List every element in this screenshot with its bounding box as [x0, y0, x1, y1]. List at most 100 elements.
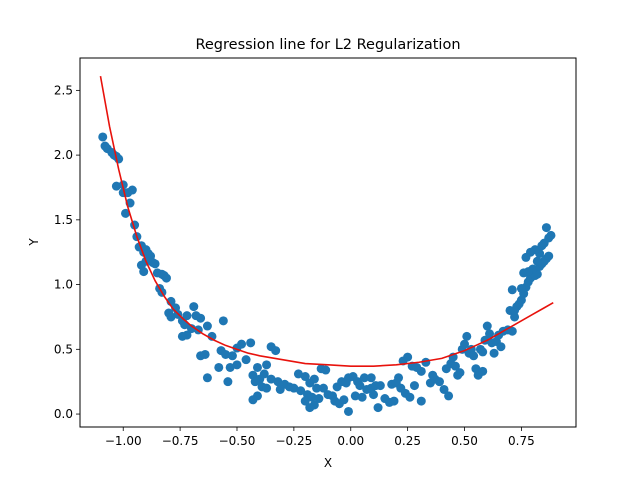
scatter-point [409, 381, 419, 391]
x-tick-label: 0.50 [451, 434, 478, 448]
x-axis-label: X [324, 456, 332, 470]
x-tick-label: 0.75 [508, 434, 535, 448]
scatter-point [305, 403, 315, 413]
x-tick-label: −0.75 [162, 434, 199, 448]
y-axis: 0.0 0.5 1.0 1.5 2.0 2.5 [54, 83, 80, 421]
scatter-point [252, 362, 262, 372]
scatter-point [300, 372, 310, 382]
scatter-point [225, 362, 235, 372]
scatter-point [357, 392, 367, 402]
scatter-point [537, 241, 547, 251]
scatter-point [469, 351, 479, 361]
scatter-point [237, 339, 247, 349]
y-tick-label: 1.5 [54, 213, 73, 227]
scatter-point [434, 377, 444, 387]
scatter-point [273, 377, 283, 387]
plot-area [98, 75, 556, 416]
scatter-point [98, 132, 108, 142]
scatter-point [521, 252, 531, 262]
scatter-point [196, 313, 206, 323]
scatter-point [309, 374, 319, 384]
scatter-point [111, 181, 121, 191]
scatter-point [262, 360, 272, 370]
y-tick-label: 2.0 [54, 148, 73, 162]
x-axis: −1.00 −0.75 −0.50 −0.25 0.00 0.25 0.50 0.75 [105, 427, 535, 448]
scatter-point [318, 383, 328, 393]
scatter-point [359, 373, 369, 383]
scatter-point [343, 406, 353, 416]
scatter-point [241, 355, 251, 365]
scatter-point [214, 362, 224, 372]
scatter-point [507, 285, 517, 295]
scatter-point [289, 383, 299, 393]
scatter-point [200, 349, 210, 359]
scatter-point [544, 251, 554, 261]
y-tick-label: 0.5 [54, 342, 73, 356]
scatter-point [510, 312, 520, 322]
scatter-point [250, 377, 260, 387]
scatter-point [366, 373, 376, 383]
scatter-point [510, 305, 520, 315]
scatter-point [373, 403, 383, 413]
scatter-point [293, 369, 303, 379]
scatter-point [307, 392, 317, 402]
chart-title: Regression line for L2 Regularization [195, 37, 460, 53]
scatter-point [314, 394, 324, 404]
y-axis-label: Y [27, 238, 41, 247]
scatter-point [321, 365, 331, 375]
x-tick-label: −0.25 [275, 434, 312, 448]
scatter-point [350, 391, 360, 401]
scatter-point [312, 383, 322, 393]
scatter-point [227, 351, 237, 361]
scatter-point [202, 321, 212, 331]
scatter-point [532, 256, 542, 266]
scatter-point [507, 326, 517, 336]
regression-line [99, 75, 554, 367]
scatter-point [232, 360, 242, 370]
scatter-point [478, 366, 488, 376]
scatter-point [296, 386, 306, 396]
scatter-point [546, 230, 556, 240]
x-tick-label: −0.50 [219, 434, 256, 448]
y-tick-label: 0.0 [54, 407, 73, 421]
scatter-point [127, 185, 137, 195]
scatter-point [478, 347, 488, 357]
scatter-point [218, 316, 228, 326]
scatter-point [248, 395, 258, 405]
scatter-point [223, 377, 233, 387]
scatter-point [444, 391, 454, 401]
scatter-point [489, 348, 499, 358]
scatter-point [416, 366, 426, 376]
y-tick-label: 2.5 [54, 83, 73, 97]
scatter-point [207, 331, 217, 341]
scatter-point [482, 321, 492, 331]
scatter-point [405, 392, 415, 402]
scatter-point [485, 329, 495, 339]
x-tick-label: −1.00 [105, 434, 142, 448]
scatter-point [150, 259, 160, 269]
scatter-point [375, 381, 385, 391]
scatter-point [189, 302, 199, 312]
scatter-point [166, 312, 176, 322]
scatter-point [462, 331, 472, 341]
scatter-point [355, 381, 365, 391]
scatter-point [428, 370, 438, 380]
scatter-point [221, 349, 231, 359]
scatter-point [161, 273, 171, 283]
scatter-point [369, 390, 378, 400]
scatter-point [202, 373, 212, 383]
scatter-point [271, 346, 281, 356]
scatter-point [300, 396, 310, 406]
scatter-point [266, 374, 276, 384]
scatter-point [439, 384, 449, 394]
y-tick-label: 1.0 [54, 278, 73, 292]
scatter-point [139, 267, 149, 277]
scatter-point [275, 384, 285, 394]
scatter-point [246, 338, 256, 348]
scatter-point [460, 339, 470, 349]
scatter-point [339, 395, 349, 405]
scatter-point [186, 324, 196, 334]
scatter-point [121, 208, 130, 218]
scatter-point [416, 396, 426, 406]
